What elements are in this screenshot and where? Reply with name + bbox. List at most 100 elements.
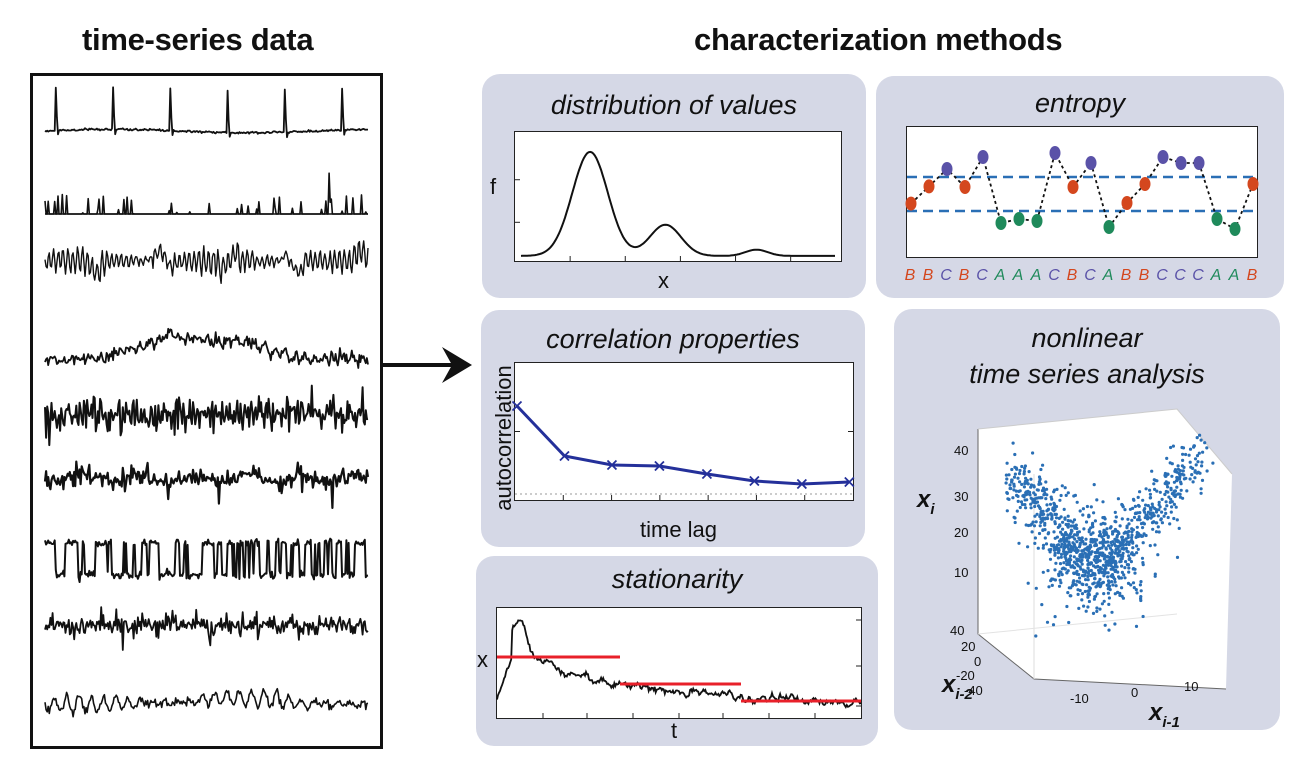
phase-point <box>1056 556 1060 560</box>
symbol-letter: C <box>1048 267 1060 284</box>
phase-point <box>1073 537 1077 541</box>
phase-point <box>1044 497 1048 501</box>
phase-point <box>1019 500 1024 504</box>
phase-point <box>1148 512 1153 516</box>
phase-point <box>1103 571 1107 575</box>
symbol-point <box>1103 220 1115 234</box>
phase-point <box>1175 485 1179 489</box>
phase-point <box>1155 489 1159 493</box>
phase-point <box>1022 472 1026 476</box>
phase-point <box>1060 542 1064 546</box>
phase-point <box>1063 486 1067 490</box>
phase-point <box>1100 546 1104 550</box>
time-series-box <box>30 73 383 749</box>
phase-point <box>1127 566 1131 570</box>
phase-point <box>1113 577 1117 581</box>
phase-point <box>1058 498 1062 502</box>
phase-point <box>1106 535 1110 539</box>
phase-point <box>1191 466 1195 470</box>
phase-point <box>1113 580 1117 584</box>
phase-point <box>1111 532 1115 536</box>
distribution-panel: distribution of values f x <box>482 74 866 298</box>
symbolization-plot <box>905 146 1259 236</box>
phase-point <box>1042 493 1046 497</box>
phase-point <box>1088 588 1092 592</box>
phase-point <box>1044 480 1048 484</box>
phase-point <box>1172 480 1176 484</box>
phase-point <box>1157 500 1161 504</box>
phase-point <box>1175 475 1179 480</box>
phase-point <box>1123 508 1127 512</box>
phase-point <box>1048 557 1053 561</box>
phase-point <box>1167 495 1171 499</box>
time-series-trace-1 <box>44 86 368 139</box>
symbol-letter: A <box>1030 267 1042 284</box>
acf-marker <box>559 450 570 462</box>
phase-point <box>1141 614 1145 619</box>
phase-point <box>1018 505 1022 510</box>
phase-point <box>1111 557 1115 562</box>
phase-point <box>1065 559 1069 563</box>
phase-point <box>1093 544 1097 548</box>
stationarity-title: stationarity <box>611 564 743 594</box>
phase-point <box>1066 491 1070 495</box>
phase-point <box>1077 536 1081 540</box>
phase-point <box>1045 503 1049 507</box>
phase-point <box>1078 509 1082 513</box>
phase-point <box>1010 478 1014 482</box>
phase-point <box>1124 560 1128 564</box>
density-curve <box>515 150 835 261</box>
distribution-title: distribution of values <box>550 90 798 120</box>
phase-point <box>1107 602 1111 606</box>
phase-point <box>1120 564 1124 568</box>
phase-point <box>1091 611 1096 615</box>
phase-point <box>1021 494 1025 498</box>
phase-point <box>1051 623 1056 627</box>
phase-point <box>1060 484 1064 488</box>
phase-point <box>1101 542 1105 546</box>
phase-point <box>1058 570 1062 574</box>
phase-point <box>1114 584 1118 588</box>
symbol-letter: A <box>1012 267 1024 284</box>
phase-point <box>1069 547 1073 551</box>
symbol-point <box>1139 177 1151 191</box>
phase-point <box>1046 569 1050 573</box>
phase-point <box>1123 566 1127 570</box>
phase-point <box>1127 542 1131 547</box>
phase-point <box>1156 514 1160 518</box>
phase-point <box>1010 467 1014 472</box>
symbol-point <box>1211 212 1223 226</box>
phase-point <box>1095 565 1099 569</box>
phase-point <box>1050 544 1054 548</box>
phase-point <box>1086 566 1090 570</box>
phase-point <box>1028 493 1032 497</box>
phase-point <box>1012 488 1016 492</box>
phase-point <box>1131 581 1136 585</box>
phase-point <box>1046 513 1050 517</box>
phase-point <box>1016 476 1020 480</box>
nonlinear-title-line2: time series analysis <box>969 359 1205 389</box>
phase-point <box>1004 473 1008 477</box>
phase-point <box>1089 537 1093 542</box>
phase-point <box>1152 514 1156 518</box>
phase-point <box>1182 465 1186 469</box>
phase-point <box>1169 488 1173 492</box>
phase-point <box>1114 515 1118 519</box>
symbol-letter: A <box>1228 267 1240 284</box>
phase-point <box>1041 543 1046 547</box>
phase-point <box>1034 586 1038 590</box>
symbol-letter: B <box>1067 267 1078 284</box>
phase-point <box>1114 561 1118 565</box>
phase-point <box>1103 564 1108 568</box>
phase-point <box>1180 472 1184 476</box>
symbol-letter: C <box>1156 267 1168 284</box>
phase-point <box>1121 596 1125 600</box>
phase-point <box>1075 500 1079 504</box>
phase-point <box>1140 534 1144 538</box>
phase-point <box>1013 472 1017 476</box>
phase-point <box>1026 581 1030 585</box>
phase-point <box>1015 509 1019 513</box>
phase-point <box>1075 540 1079 544</box>
phase-point <box>1087 592 1091 596</box>
